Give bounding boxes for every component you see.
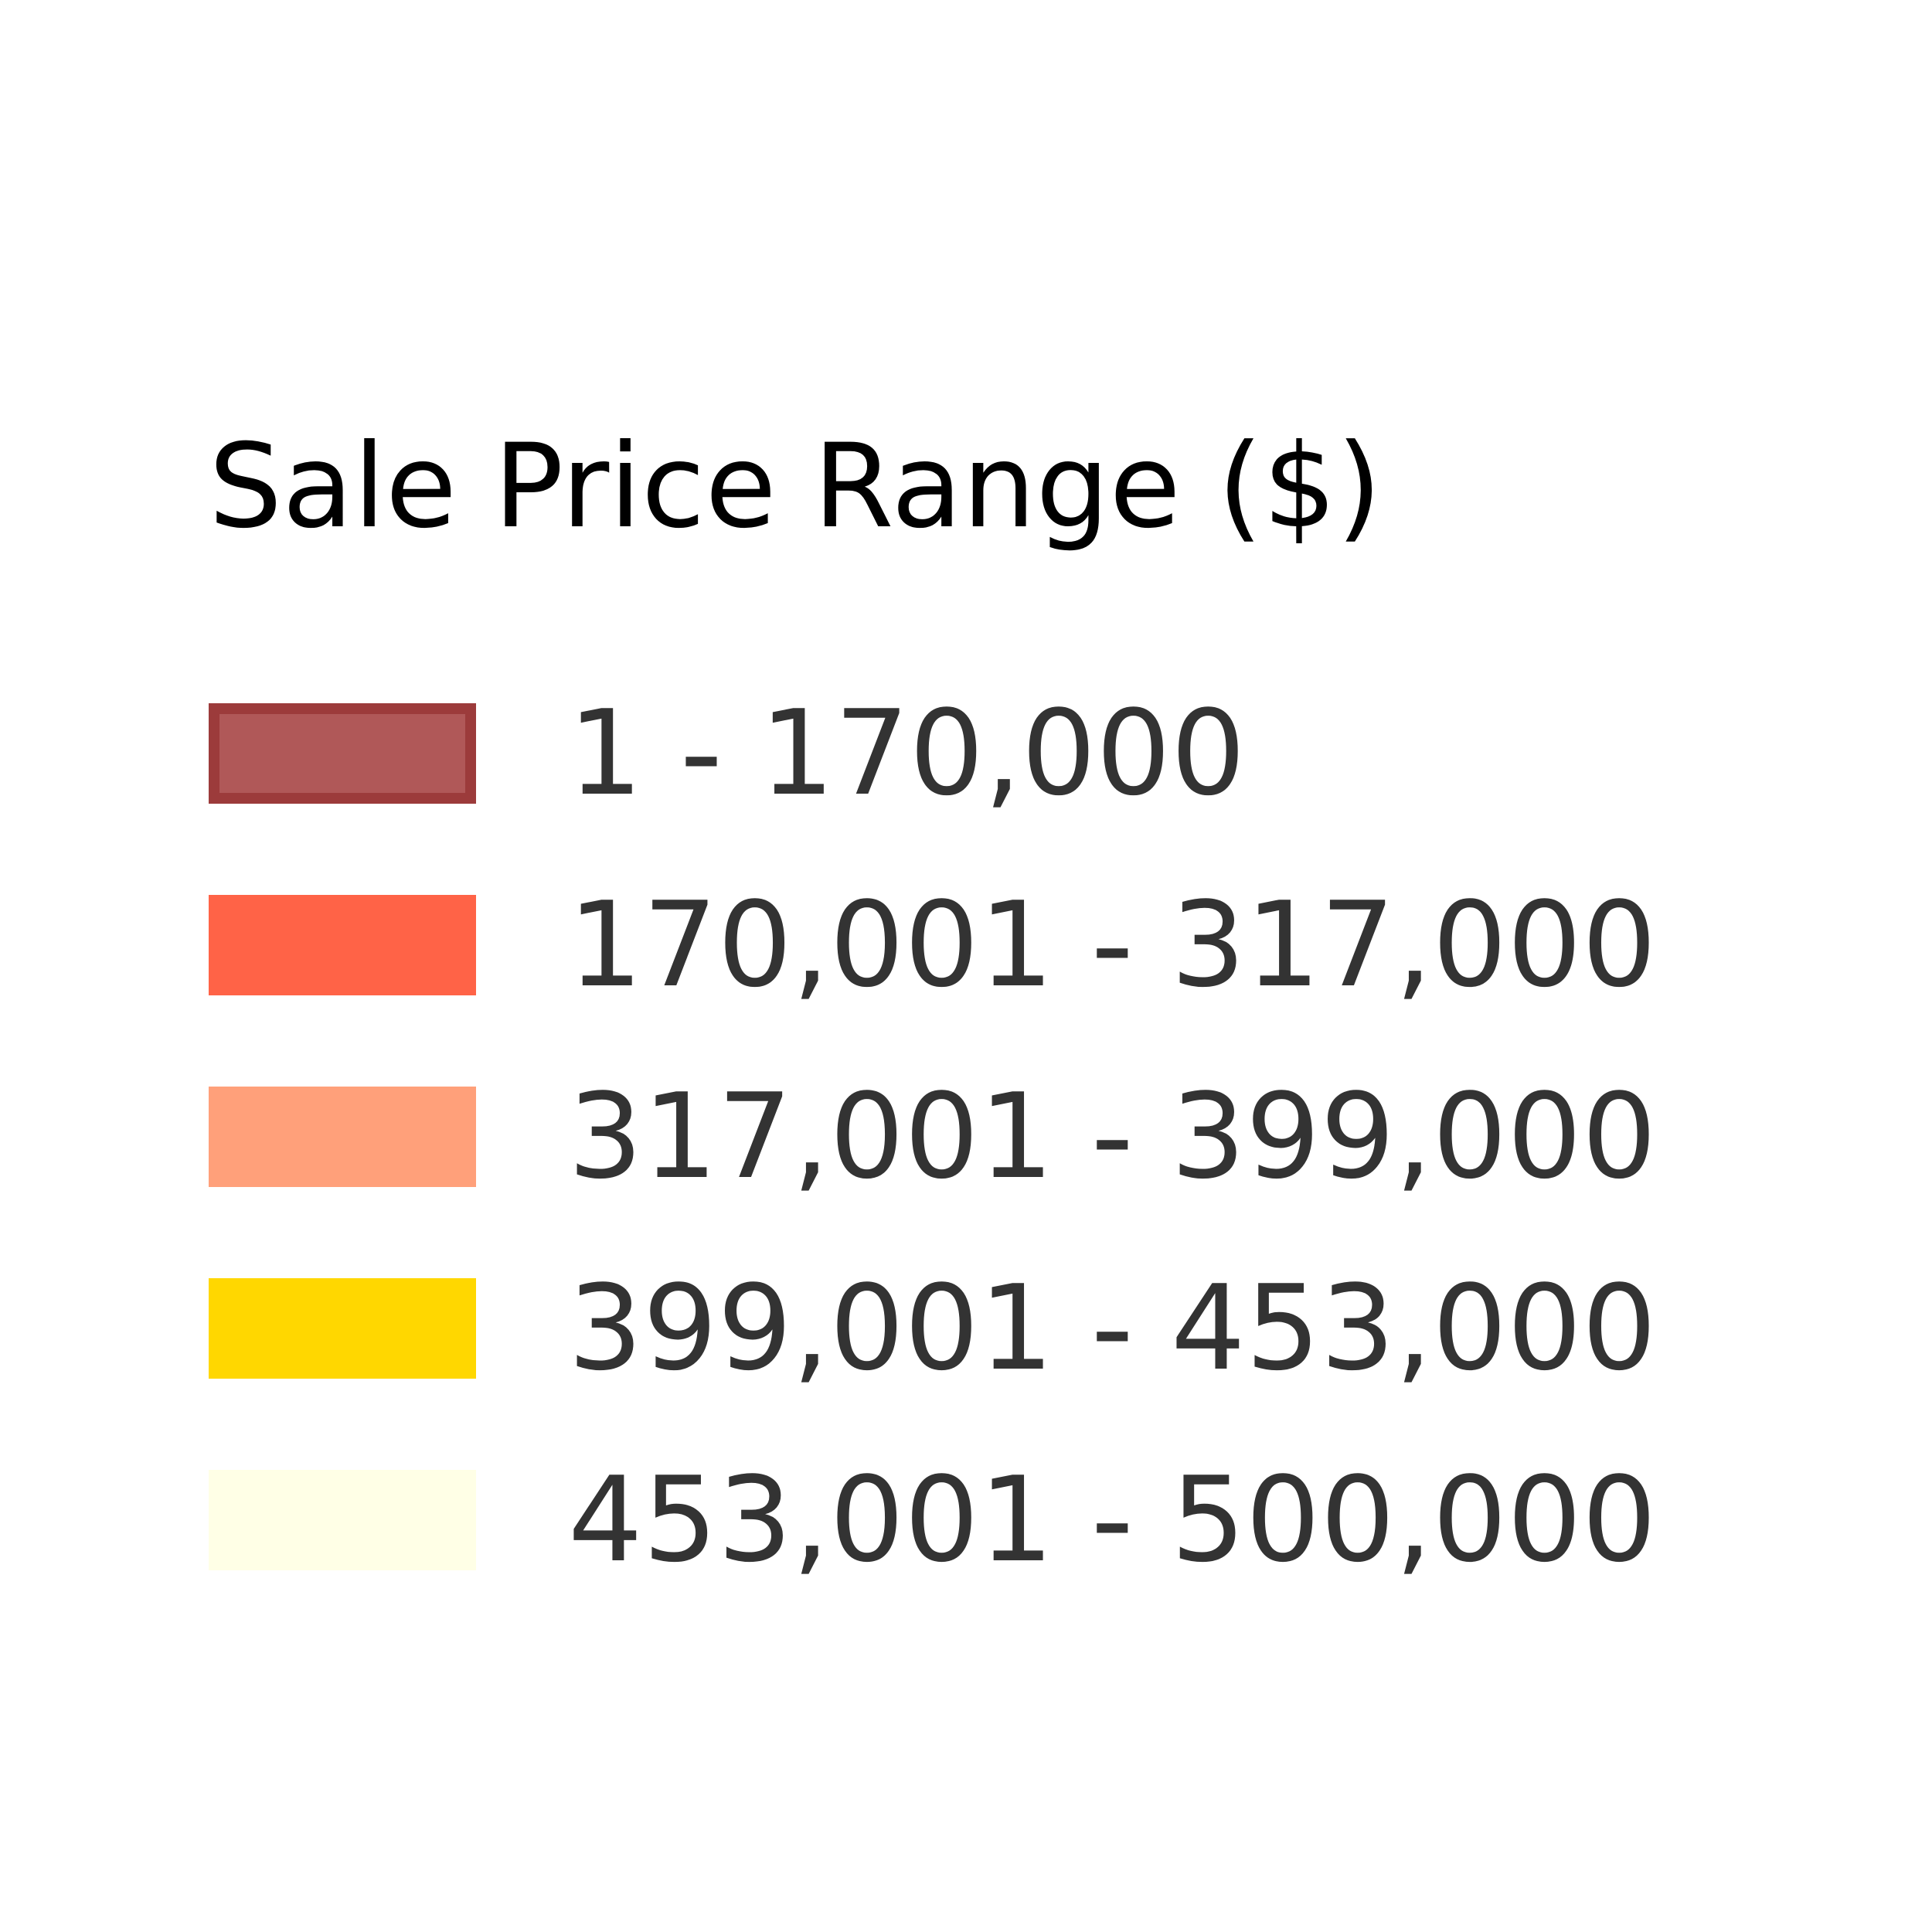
legend-item-4: 399,001 - 453,000 <box>209 1263 1754 1394</box>
map-legend: Sale Price Range ($) 1 - 170,000 170,001… <box>209 417 1754 1586</box>
legend-label-3: 317,001 - 399,000 <box>568 1068 1657 1205</box>
legend-item-3: 317,001 - 399,000 <box>209 1071 1754 1202</box>
legend-item-5: 453,001 - 500,000 <box>209 1454 1754 1586</box>
legend-swatch-2 <box>209 895 476 995</box>
legend-title: Sale Price Range ($) <box>209 420 1382 554</box>
legend-label-4: 399,001 - 453,000 <box>568 1260 1657 1396</box>
legend-swatch-5 <box>209 1470 476 1570</box>
legend-swatch-1 <box>209 703 476 804</box>
legend-label-1: 1 - 170,000 <box>568 685 1246 821</box>
legend-swatch-4 <box>209 1278 476 1379</box>
legend-label-5: 453,001 - 500,000 <box>568 1451 1657 1588</box>
legend-item-2: 170,001 - 317,000 <box>209 879 1754 1011</box>
legend-swatch-3 <box>209 1087 476 1187</box>
legend-item-1: 1 - 170,000 <box>209 688 1754 819</box>
legend-label-2: 170,001 - 317,000 <box>568 876 1657 1013</box>
